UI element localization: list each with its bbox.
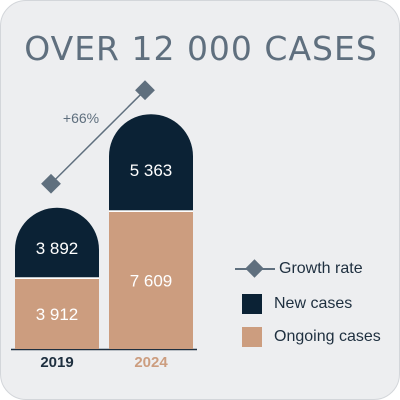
ongoing-cases-swatch xyxy=(242,327,262,347)
legend-label: Growth rate xyxy=(279,260,363,277)
legend-label: New cases xyxy=(274,295,353,312)
growth-rate-line xyxy=(50,89,146,185)
legend-item-ongoing-cases: Ongoing cases xyxy=(235,326,381,348)
new-cases-swatch xyxy=(242,294,262,314)
bar-new-2024 xyxy=(109,114,193,211)
legend-item-new-cases: New cases xyxy=(235,293,352,315)
value-label-new-2019: 3 892 xyxy=(36,239,79,258)
diamond-line-icon xyxy=(235,258,275,280)
x-tick-label-2024: 2024 xyxy=(134,354,168,371)
bar-ongoing-2019 xyxy=(15,278,99,349)
chart-title: OVER 12 000 CASES xyxy=(24,29,378,68)
legend-item-growth-rate: Growth rate xyxy=(235,258,363,280)
bar-ongoing-2024 xyxy=(109,211,193,349)
x-tick-label-2019: 2019 xyxy=(40,354,73,371)
bar-new-2019 xyxy=(15,207,100,278)
value-label-ongoing-2024: 7 609 xyxy=(130,272,173,291)
value-label-new-2024: 5 363 xyxy=(130,161,173,180)
growth-rate-annotation: +66% xyxy=(63,110,99,126)
legend-label: Ongoing cases xyxy=(274,328,381,345)
growth-rate-point-2024 xyxy=(135,80,155,101)
value-label-ongoing-2019: 3 912 xyxy=(36,305,79,324)
